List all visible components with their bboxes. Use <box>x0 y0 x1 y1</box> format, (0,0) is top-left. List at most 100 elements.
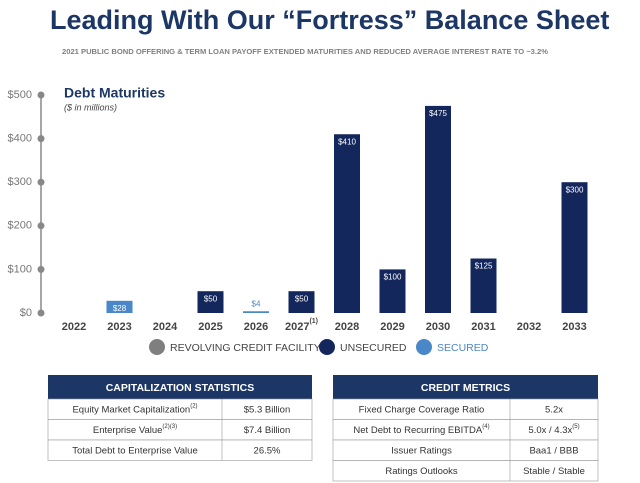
x-tick-label: 2023 <box>107 321 131 333</box>
legend-swatch <box>149 339 165 355</box>
slide-title: Leading With Our “Fortress” Balance Shee… <box>50 5 609 35</box>
value-label: $28 <box>113 304 127 313</box>
value-label: $410 <box>338 137 356 146</box>
row-label: Issuer Ratings <box>391 445 452 456</box>
row-label: Enterprise Value(2)(3) <box>93 424 177 436</box>
row-label-text: Total Debt to Enterprise Value <box>72 445 198 456</box>
table-row <box>332 460 599 482</box>
x-tick-label: 2030 <box>426 321 450 333</box>
row-value: 26.5% <box>254 445 281 456</box>
bar <box>243 311 269 313</box>
legend-label: SECURED <box>437 342 489 354</box>
x-tick-label: 2027(1) <box>285 318 318 333</box>
bar <box>425 105 451 314</box>
bar <box>197 291 224 313</box>
row-label-text: Net Debt to Recurring EBITDA <box>353 425 482 436</box>
x-tick-text: 2033 <box>562 321 586 333</box>
y-tick-dot <box>37 265 45 273</box>
row-label-text: Fixed Charge Coverage Ratio <box>359 404 485 415</box>
value-label: $50 <box>204 294 218 303</box>
value-label: $100 <box>384 273 402 282</box>
y-tick-dot <box>37 178 45 186</box>
row-value-text: 5.0x / 4.3x <box>528 425 572 436</box>
value-label: $50 <box>295 294 309 303</box>
table-header <box>333 375 598 399</box>
row-value-note: (5) <box>572 424 579 430</box>
bar <box>379 269 406 313</box>
y-tick-dot <box>37 222 45 230</box>
table-title: CAPITALIZATION STATISTICS <box>106 382 255 394</box>
x-tick-label: 2031 <box>471 321 495 333</box>
bar <box>561 182 588 313</box>
row-value-text: $5.3 Billion <box>244 404 290 415</box>
x-tick-text: 2027 <box>285 321 309 333</box>
chart-title: Debt Maturities <box>64 85 165 101</box>
row-value-text: $7.4 Billion <box>244 425 290 436</box>
row-label-text: Equity Market Capitalization <box>72 404 190 415</box>
row-value: Baa1 / BBB <box>529 445 578 456</box>
row-label: Net Debt to Recurring EBITDA(4) <box>353 424 489 436</box>
row-label-text: Issuer Ratings <box>391 445 452 456</box>
slide-subtitle: 2021 PUBLIC BOND OFFERING & TERM LOAN PA… <box>62 47 548 56</box>
chart-subtitle: ($ in millions) <box>64 102 117 112</box>
x-tick-text: 2030 <box>426 321 450 333</box>
y-tick-label: $500 <box>8 89 32 101</box>
value-label: $300 <box>566 185 584 194</box>
legend-label: UNSECURED <box>340 342 407 354</box>
row-value: 5.2x <box>545 404 563 415</box>
value-label: $475 <box>429 109 447 118</box>
x-tick-text: 2023 <box>107 321 131 333</box>
x-tick-text: 2031 <box>471 321 495 333</box>
x-tick-label: 2029 <box>380 321 404 333</box>
row-value-text: 5.2x <box>545 404 563 415</box>
row-label-text: Enterprise Value <box>93 425 163 436</box>
x-tick-text: 2022 <box>62 321 86 333</box>
row-value: Stable / Stable <box>523 466 585 477</box>
y-tick-label: $400 <box>8 133 32 145</box>
row-value-text: 26.5% <box>254 445 281 456</box>
x-tick-text: 2025 <box>198 321 222 333</box>
legend-swatch <box>416 339 432 355</box>
table-title: CREDIT METRICS <box>421 382 510 394</box>
row-label: Total Debt to Enterprise Value <box>72 445 198 456</box>
x-tick-label: 2032 <box>517 321 541 333</box>
y-tick-label: $0 <box>20 307 32 319</box>
row-label-note: (2)(3) <box>162 424 177 430</box>
bar <box>106 300 133 313</box>
y-tick-label: $300 <box>8 176 32 188</box>
y-tick-dot <box>37 91 45 99</box>
row-value: 5.0x / 4.3x(5) <box>528 424 579 436</box>
y-tick-dot <box>37 309 45 317</box>
x-tick-label: 2033 <box>562 321 586 333</box>
legend-label: REVOLVING CREDIT FACILITY <box>170 342 321 354</box>
row-label: Fixed Charge Coverage Ratio <box>359 404 485 415</box>
row-label-note: (2) <box>190 403 197 409</box>
x-tick-text: 2028 <box>335 321 359 333</box>
x-tick-label: 2022 <box>62 321 86 333</box>
x-tick-label: 2025 <box>198 321 222 333</box>
table-row <box>47 439 313 461</box>
value-label: $125 <box>475 262 493 271</box>
row-label-text: Ratings Outlooks <box>385 466 458 477</box>
x-tick-text: 2026 <box>244 321 268 333</box>
value-label: $4 <box>252 299 261 308</box>
y-tick-label: $100 <box>8 263 32 275</box>
legend-swatch <box>319 339 335 355</box>
row-value-text: Stable / Stable <box>523 466 585 477</box>
table-header <box>48 375 312 399</box>
bar <box>288 291 315 313</box>
row-value: $5.3 Billion <box>244 404 290 415</box>
x-tick-text: 2029 <box>380 321 404 333</box>
x-tick-label: 2028 <box>335 321 359 333</box>
row-label: Equity Market Capitalization(2) <box>72 403 197 415</box>
bar <box>334 134 360 313</box>
x-tick-note: (1) <box>309 318 318 325</box>
x-tick-text: 2032 <box>517 321 541 333</box>
x-tick-label: 2024 <box>153 321 178 333</box>
row-label: Ratings Outlooks <box>385 466 458 477</box>
x-tick-label: 2026 <box>244 321 268 333</box>
bar <box>470 258 497 313</box>
y-tick-label: $200 <box>8 220 32 232</box>
y-tick-dot <box>37 135 45 143</box>
